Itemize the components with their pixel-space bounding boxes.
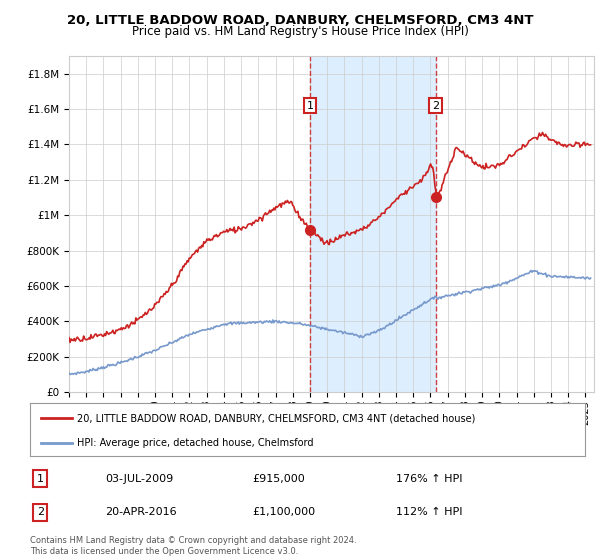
Bar (310, 56, 436, 392)
Text: 2: 2 (432, 100, 439, 110)
Text: 1: 1 (307, 100, 313, 110)
Text: £915,000: £915,000 (252, 474, 305, 484)
Text: Price paid vs. HM Land Registry's House Price Index (HPI): Price paid vs. HM Land Registry's House … (131, 25, 469, 38)
Text: 176% ↑ HPI: 176% ↑ HPI (396, 474, 463, 484)
Text: 20-APR-2016: 20-APR-2016 (105, 507, 176, 517)
Text: 1: 1 (37, 474, 44, 484)
Text: 20, LITTLE BADDOW ROAD, DANBURY, CHELMSFORD, CM3 4NT: 20, LITTLE BADDOW ROAD, DANBURY, CHELMSF… (67, 14, 533, 27)
Text: 2: 2 (37, 507, 44, 517)
Text: 20, LITTLE BADDOW ROAD, DANBURY, CHELMSFORD, CM3 4NT (detached house): 20, LITTLE BADDOW ROAD, DANBURY, CHELMSF… (77, 413, 476, 423)
Text: 112% ↑ HPI: 112% ↑ HPI (396, 507, 463, 517)
Text: £1,100,000: £1,100,000 (252, 507, 315, 517)
Text: HPI: Average price, detached house, Chelmsford: HPI: Average price, detached house, Chel… (77, 438, 314, 448)
Text: Contains HM Land Registry data © Crown copyright and database right 2024.
This d: Contains HM Land Registry data © Crown c… (30, 536, 356, 556)
Text: 03-JUL-2009: 03-JUL-2009 (105, 474, 173, 484)
